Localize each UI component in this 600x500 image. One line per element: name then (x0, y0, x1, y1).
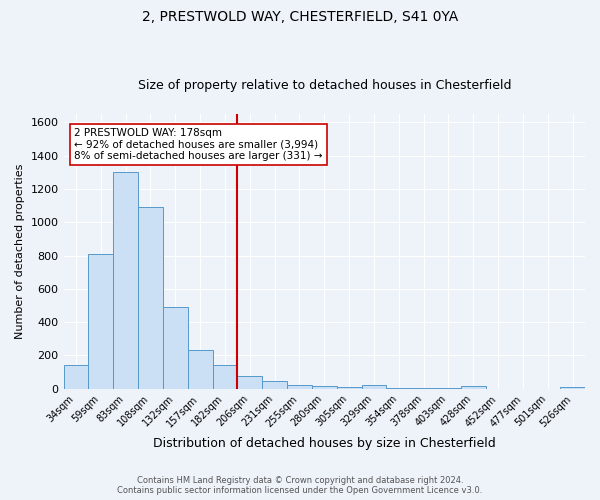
Y-axis label: Number of detached properties: Number of detached properties (15, 164, 25, 339)
Bar (212, 366, 238, 389)
Bar (188, 350, 212, 389)
Bar (138, 208, 163, 389)
Title: Size of property relative to detached houses in Chesterfield: Size of property relative to detached ho… (137, 79, 511, 92)
Bar (163, 307, 188, 389)
Bar (287, 384, 312, 389)
Bar (64, 366, 88, 389)
Bar (337, 386, 362, 389)
Bar (362, 386, 386, 389)
Text: 2 PRESTWOLD WAY: 178sqm
← 92% of detached houses are smaller (3,994)
8% of semi-: 2 PRESTWOLD WAY: 178sqm ← 92% of detache… (74, 128, 322, 161)
Bar (560, 387, 585, 389)
Bar (386, 388, 411, 389)
Text: Contains HM Land Registry data © Crown copyright and database right 2024.
Contai: Contains HM Land Registry data © Crown c… (118, 476, 482, 495)
Bar (238, 376, 262, 389)
Bar (262, 382, 287, 389)
Bar (113, 172, 138, 389)
Bar (461, 386, 485, 389)
X-axis label: Distribution of detached houses by size in Chesterfield: Distribution of detached houses by size … (153, 437, 496, 450)
Bar (411, 388, 436, 389)
Bar (88, 254, 113, 389)
Text: 2, PRESTWOLD WAY, CHESTERFIELD, S41 0YA: 2, PRESTWOLD WAY, CHESTERFIELD, S41 0YA (142, 10, 458, 24)
Bar (312, 386, 337, 389)
